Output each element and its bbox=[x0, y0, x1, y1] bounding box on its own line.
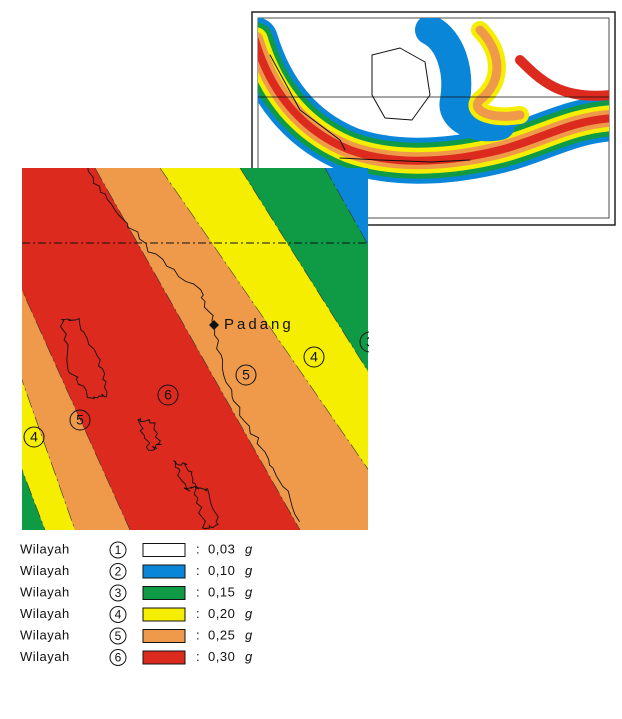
legend-swatch bbox=[142, 629, 186, 643]
legend-value: 0,10 bbox=[208, 563, 235, 578]
zone-label: 5 bbox=[76, 412, 84, 428]
legend-zone: 1 bbox=[115, 543, 122, 557]
zone-edge bbox=[22, 379, 76, 530]
zone-edge bbox=[22, 289, 131, 530]
seismic-map bbox=[22, 168, 368, 530]
zone-label: 4 bbox=[310, 349, 318, 365]
island bbox=[193, 485, 219, 529]
legend-separator: : bbox=[196, 606, 200, 621]
legend-label: Wilayah bbox=[20, 563, 70, 578]
island bbox=[59, 317, 108, 400]
legend-unit: g bbox=[245, 606, 253, 621]
zone-label: 4 bbox=[30, 429, 38, 445]
legend-zone: 6 bbox=[115, 651, 122, 665]
legend-unit: g bbox=[245, 563, 253, 578]
legend-zone-marker bbox=[109, 649, 127, 666]
zone-label: 5 bbox=[242, 367, 250, 383]
zone-marker bbox=[157, 384, 179, 406]
zone-edge bbox=[94, 168, 301, 530]
city-label: Padang bbox=[224, 316, 294, 333]
island bbox=[137, 417, 162, 451]
legend-separator: : bbox=[196, 563, 200, 578]
legend-label: Wilayah bbox=[20, 541, 70, 556]
legend-zone-marker bbox=[109, 584, 127, 602]
city-marker bbox=[209, 320, 219, 330]
legend-zone-marker bbox=[109, 541, 127, 559]
island bbox=[172, 460, 197, 492]
legend-value: 0,15 bbox=[208, 584, 235, 599]
legend-unit: g bbox=[245, 541, 253, 556]
legend-value: 0,03 bbox=[208, 541, 235, 556]
page-mask bbox=[369, 230, 622, 550]
legend-swatch bbox=[142, 564, 186, 579]
zone-band bbox=[22, 168, 300, 530]
legend-swatch bbox=[142, 586, 186, 600]
zone-marker bbox=[69, 409, 91, 431]
legend-zone: 2 bbox=[115, 565, 122, 579]
legend-swatch bbox=[142, 543, 186, 557]
zone-edge bbox=[159, 168, 368, 470]
legend-zone-marker bbox=[109, 606, 127, 623]
legend-separator: : bbox=[196, 541, 200, 556]
legend-unit: g bbox=[245, 627, 253, 642]
legend-zone: 3 bbox=[115, 586, 122, 600]
legend-zone: 5 bbox=[115, 629, 122, 643]
legend-label: Wilayah bbox=[20, 627, 70, 642]
zone-label: 6 bbox=[164, 387, 172, 403]
legend-zone-marker bbox=[109, 563, 127, 580]
legend-unit: g bbox=[245, 649, 253, 664]
legend-value: 0,25 bbox=[208, 627, 235, 642]
zone-marker bbox=[235, 364, 257, 386]
legend-value: 0,30 bbox=[208, 649, 235, 664]
zone-marker bbox=[303, 346, 325, 368]
legend-unit: g bbox=[245, 584, 253, 599]
legend-label: Wilayah bbox=[20, 606, 70, 621]
legend-swatch bbox=[142, 607, 186, 622]
legend-label: Wilayah bbox=[20, 649, 70, 664]
legend-value: 0,20 bbox=[208, 606, 235, 621]
zone-band bbox=[95, 168, 368, 530]
zone-marker bbox=[23, 426, 45, 448]
legend-separator: : bbox=[196, 584, 200, 599]
legend-zone-marker bbox=[109, 627, 127, 645]
legend-swatch bbox=[142, 650, 186, 665]
legend-separator: : bbox=[196, 627, 200, 642]
legend-zone: 4 bbox=[115, 608, 122, 622]
legend-label: Wilayah bbox=[20, 584, 70, 599]
legend-separator: : bbox=[196, 649, 200, 664]
